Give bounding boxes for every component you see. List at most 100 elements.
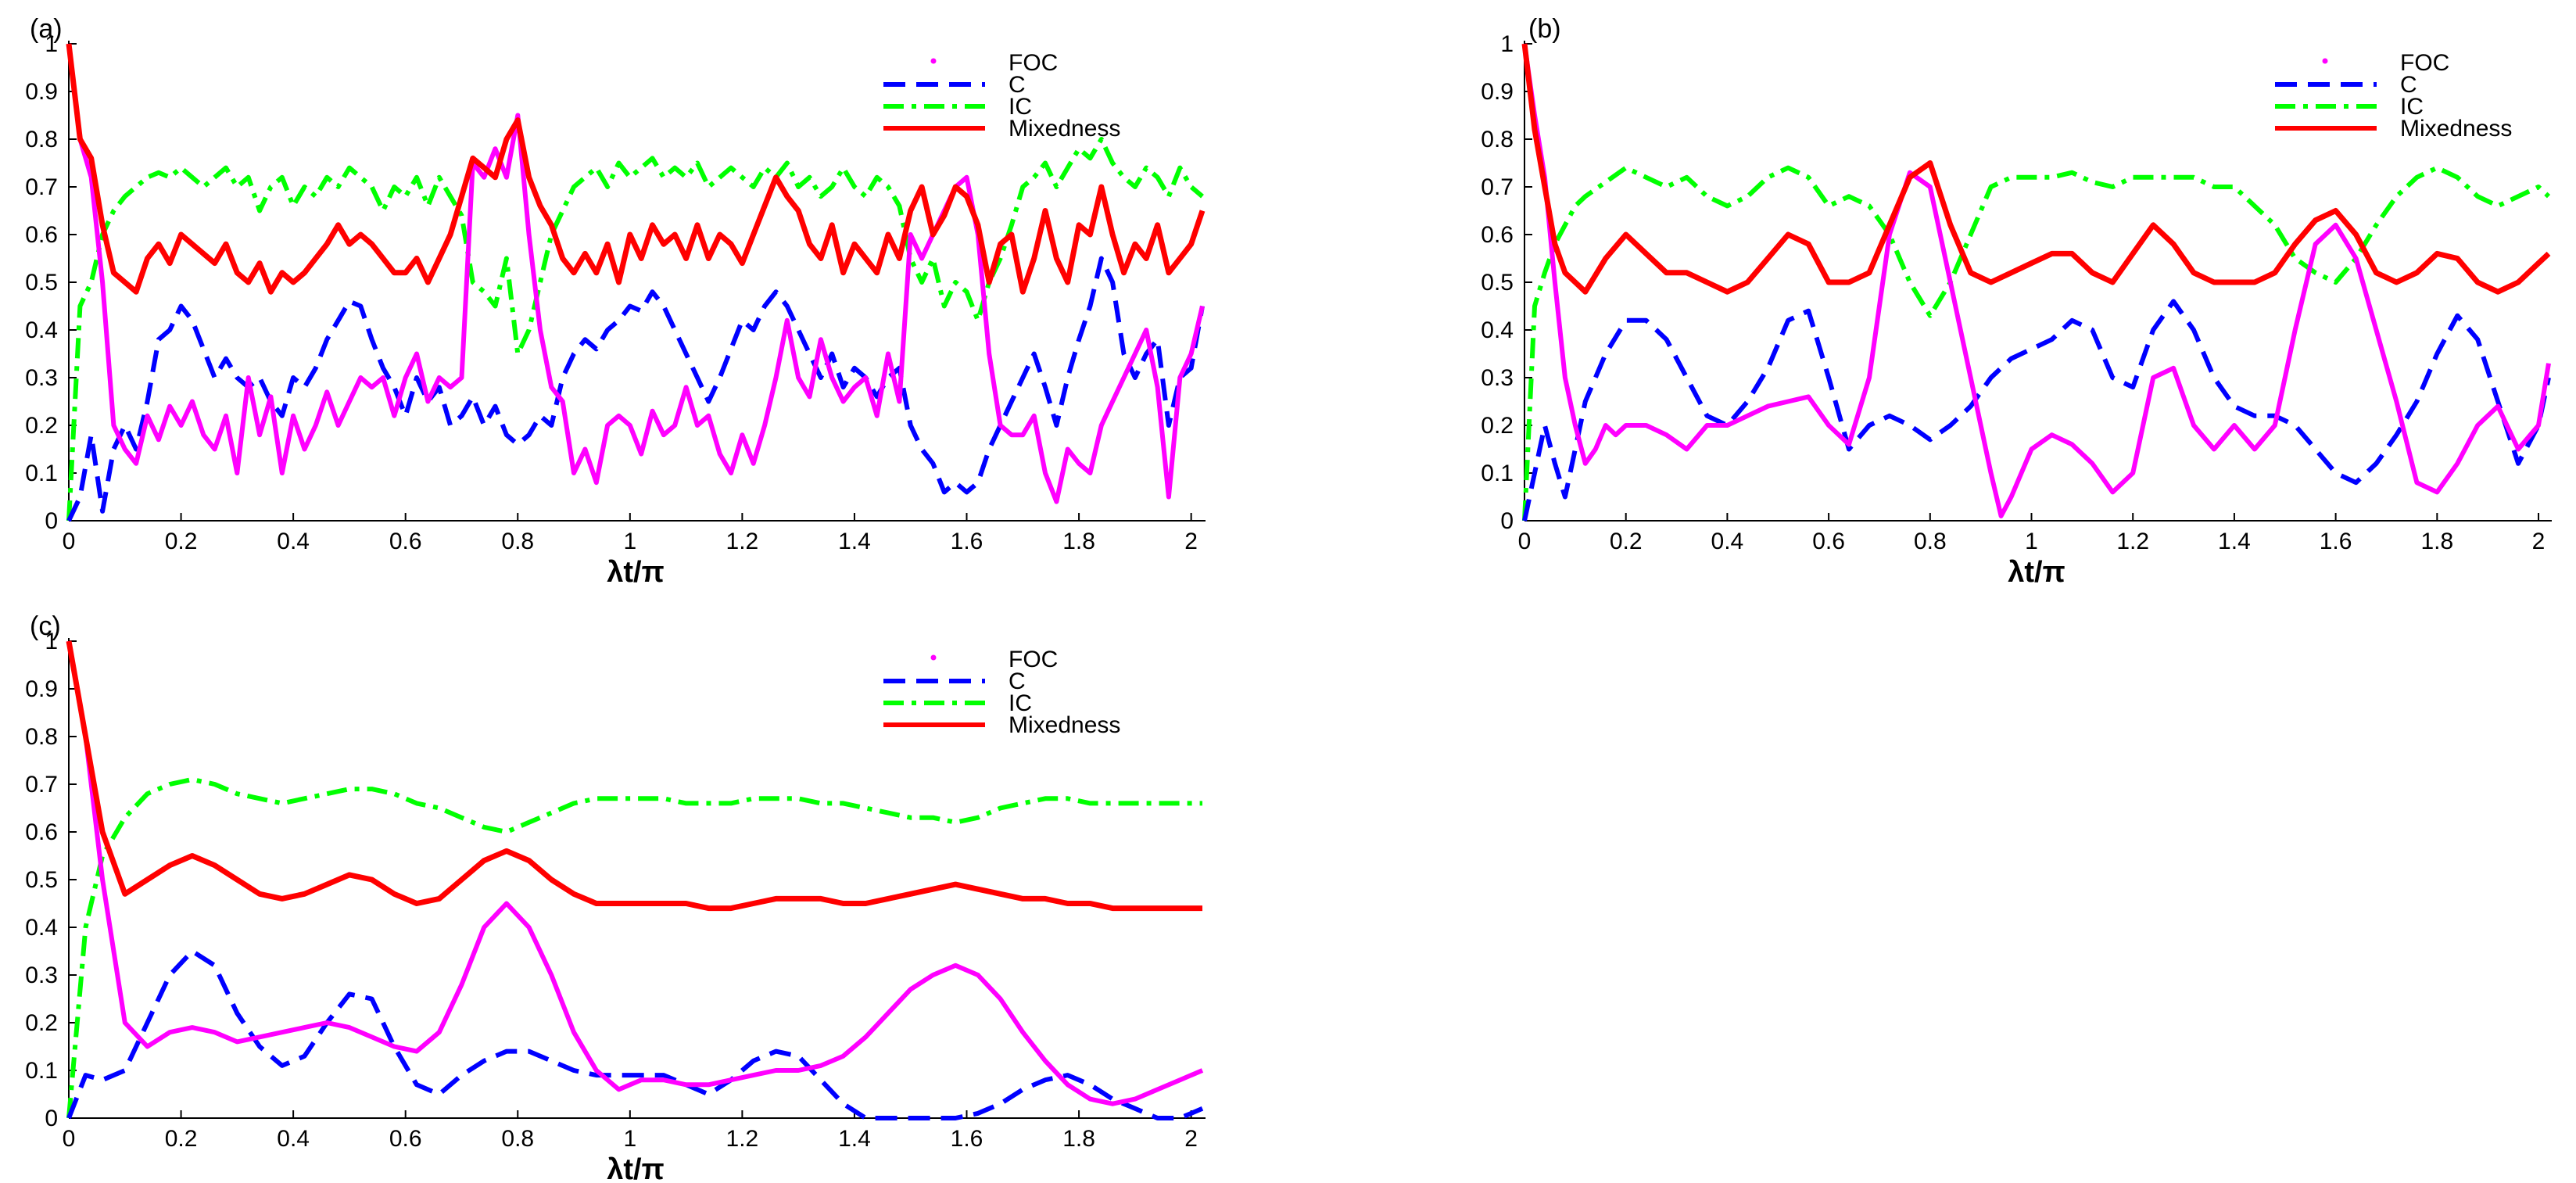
legend-marker-foc (2322, 58, 2328, 64)
panel-label: (c) (30, 611, 61, 641)
x-tick-label: 0 (63, 529, 76, 554)
series-line-c (1522, 299, 2551, 522)
legend-label: FOC (1009, 50, 1058, 76)
x-tick-label: 0.8 (501, 529, 534, 554)
x-tick-label: 0.4 (277, 529, 310, 554)
x-tick-label: 0.4 (277, 1126, 310, 1152)
x-tick-label: 0.2 (1610, 529, 1643, 554)
x-tick-label: 1.8 (2420, 529, 2453, 554)
y-tick-label: 0.4 (25, 915, 58, 941)
x-tick-label: 1 (623, 529, 636, 554)
series-line-c (66, 948, 1204, 1120)
y-tick-label: 0.7 (25, 772, 58, 798)
legend-label: C (1009, 669, 1026, 694)
series-line-c (66, 256, 1205, 522)
x-tick-label: 0.6 (389, 529, 422, 554)
x-tick-label: 2 (1184, 1126, 1198, 1152)
x-tick-label: 1.2 (726, 529, 759, 554)
panel-b: 0 0.1 0.2 0.3 0.4 0.5 0.6 0.7 0.8 0.9 1 0 0.2 0.4 0.6 0… (1481, 14, 2552, 589)
y-tick-label: 1 (1500, 31, 1514, 57)
y-tick-label: 0.3 (25, 365, 58, 391)
legend-label: IC (1009, 94, 1032, 120)
y-tick-label: 0.6 (1481, 222, 1514, 248)
series-line-foc (66, 640, 1204, 1106)
legend-label: IC (2400, 94, 2424, 120)
x-tick-label: 1.6 (951, 529, 983, 554)
y-tick-label: 0.1 (25, 461, 58, 486)
x-tick-label: 1.2 (2116, 529, 2149, 554)
legend-label: C (2400, 72, 2417, 98)
y-tick-label: 1 (45, 629, 58, 654)
panel-label: (a) (30, 14, 63, 44)
x-axis-label: λt/π (607, 556, 664, 589)
y-tick-label: 1 (45, 31, 58, 57)
y-tick-label: 0.5 (25, 867, 58, 893)
legend-label: Mixedness (2400, 116, 2512, 142)
x-tick-label: 0 (63, 1126, 76, 1152)
x-tick-label: 1.4 (838, 529, 871, 554)
x-tick-label: 1 (2025, 529, 2038, 554)
x-tick-label: 0.6 (389, 1126, 422, 1152)
legend-label: C (1009, 72, 1026, 98)
series-line-ic (66, 776, 1202, 1119)
legend-label: Mixedness (1009, 116, 1120, 142)
legend-marker-foc (930, 654, 937, 661)
x-tick-label: 1.8 (1062, 529, 1095, 554)
y-tick-label: 0.4 (1481, 317, 1514, 343)
y-tick-label: 0.9 (25, 79, 58, 105)
x-tick-label: 0.4 (1711, 529, 1744, 554)
y-tick-label: 0.2 (25, 413, 58, 439)
x-tick-label: 1.6 (2320, 529, 2352, 554)
legend-label: IC (1009, 690, 1032, 716)
panel-c: 0 0.1 0.2 0.3 0.4 0.5 0.6 0.7 0.8 0.9 1 0 0.2 0.4 0.6 0… (25, 611, 1206, 1183)
y-tick-label: 0.8 (25, 724, 58, 750)
legend-label: FOC (1009, 647, 1058, 672)
x-tick-label: 1.8 (1062, 1126, 1095, 1152)
x-tick-label: 0.2 (165, 529, 198, 554)
y-tick-label: 0.9 (25, 676, 58, 702)
y-tick-label: 0.6 (25, 222, 58, 248)
y-tick-label: 0.4 (25, 317, 58, 343)
x-tick-label: 1.4 (838, 1126, 871, 1152)
series-line-mixedness (66, 640, 1202, 912)
y-tick-label: 0.2 (1481, 413, 1514, 439)
y-tick-label: 0 (1500, 508, 1514, 534)
series-line-mixedness (66, 43, 1206, 295)
y-tick-label: 0 (45, 508, 58, 534)
y-tick-label: 0.6 (25, 819, 58, 845)
x-tick-label: 0.8 (501, 1126, 534, 1152)
x-axis-label: λt/π (2008, 556, 2065, 589)
y-tick-label: 0.1 (1481, 461, 1514, 486)
panel-a: 0 0.1 0.2 0.3 0.4 0.5 0.6 0.7 0.8 0.9 1 0 0.2 0.4 0.6 0… (25, 14, 1206, 589)
panel-label: (b) (1528, 14, 1561, 44)
x-tick-label: 2 (1184, 529, 1198, 554)
y-tick-label: 0.3 (25, 963, 58, 988)
y-tick-label: 0.3 (1481, 365, 1514, 391)
y-tick-label: 0 (45, 1106, 58, 1131)
y-tick-label: 0.7 (1481, 174, 1514, 200)
x-tick-label: 1.4 (2218, 529, 2251, 554)
legend-label: FOC (2400, 50, 2449, 76)
x-tick-label: 0 (1518, 529, 1532, 554)
series-line-mixedness (1521, 43, 2551, 295)
x-tick-label: 0.8 (1914, 529, 1947, 554)
y-tick-label: 0.8 (25, 127, 58, 152)
y-tick-label: 0.7 (25, 174, 58, 200)
y-tick-label: 0.5 (1481, 270, 1514, 296)
x-tick-label: 1.2 (726, 1126, 759, 1152)
y-tick-label: 0.1 (25, 1058, 58, 1084)
y-tick-label: 0.2 (25, 1010, 58, 1036)
series-line-ic (66, 137, 1204, 522)
y-tick-label: 0.9 (1481, 79, 1514, 105)
y-tick-label: 0.5 (25, 270, 58, 296)
x-tick-label: 2 (2532, 529, 2546, 554)
x-tick-label: 0.2 (165, 1126, 198, 1152)
x-tick-label: 1 (623, 1126, 636, 1152)
series-line-foc (66, 43, 1205, 504)
series-line-ic (1522, 165, 2551, 522)
y-tick-label: 0.8 (1481, 127, 1514, 152)
series-line-foc (1522, 43, 2551, 518)
legend-marker-foc (930, 58, 937, 64)
legend-label: Mixedness (1009, 712, 1120, 738)
